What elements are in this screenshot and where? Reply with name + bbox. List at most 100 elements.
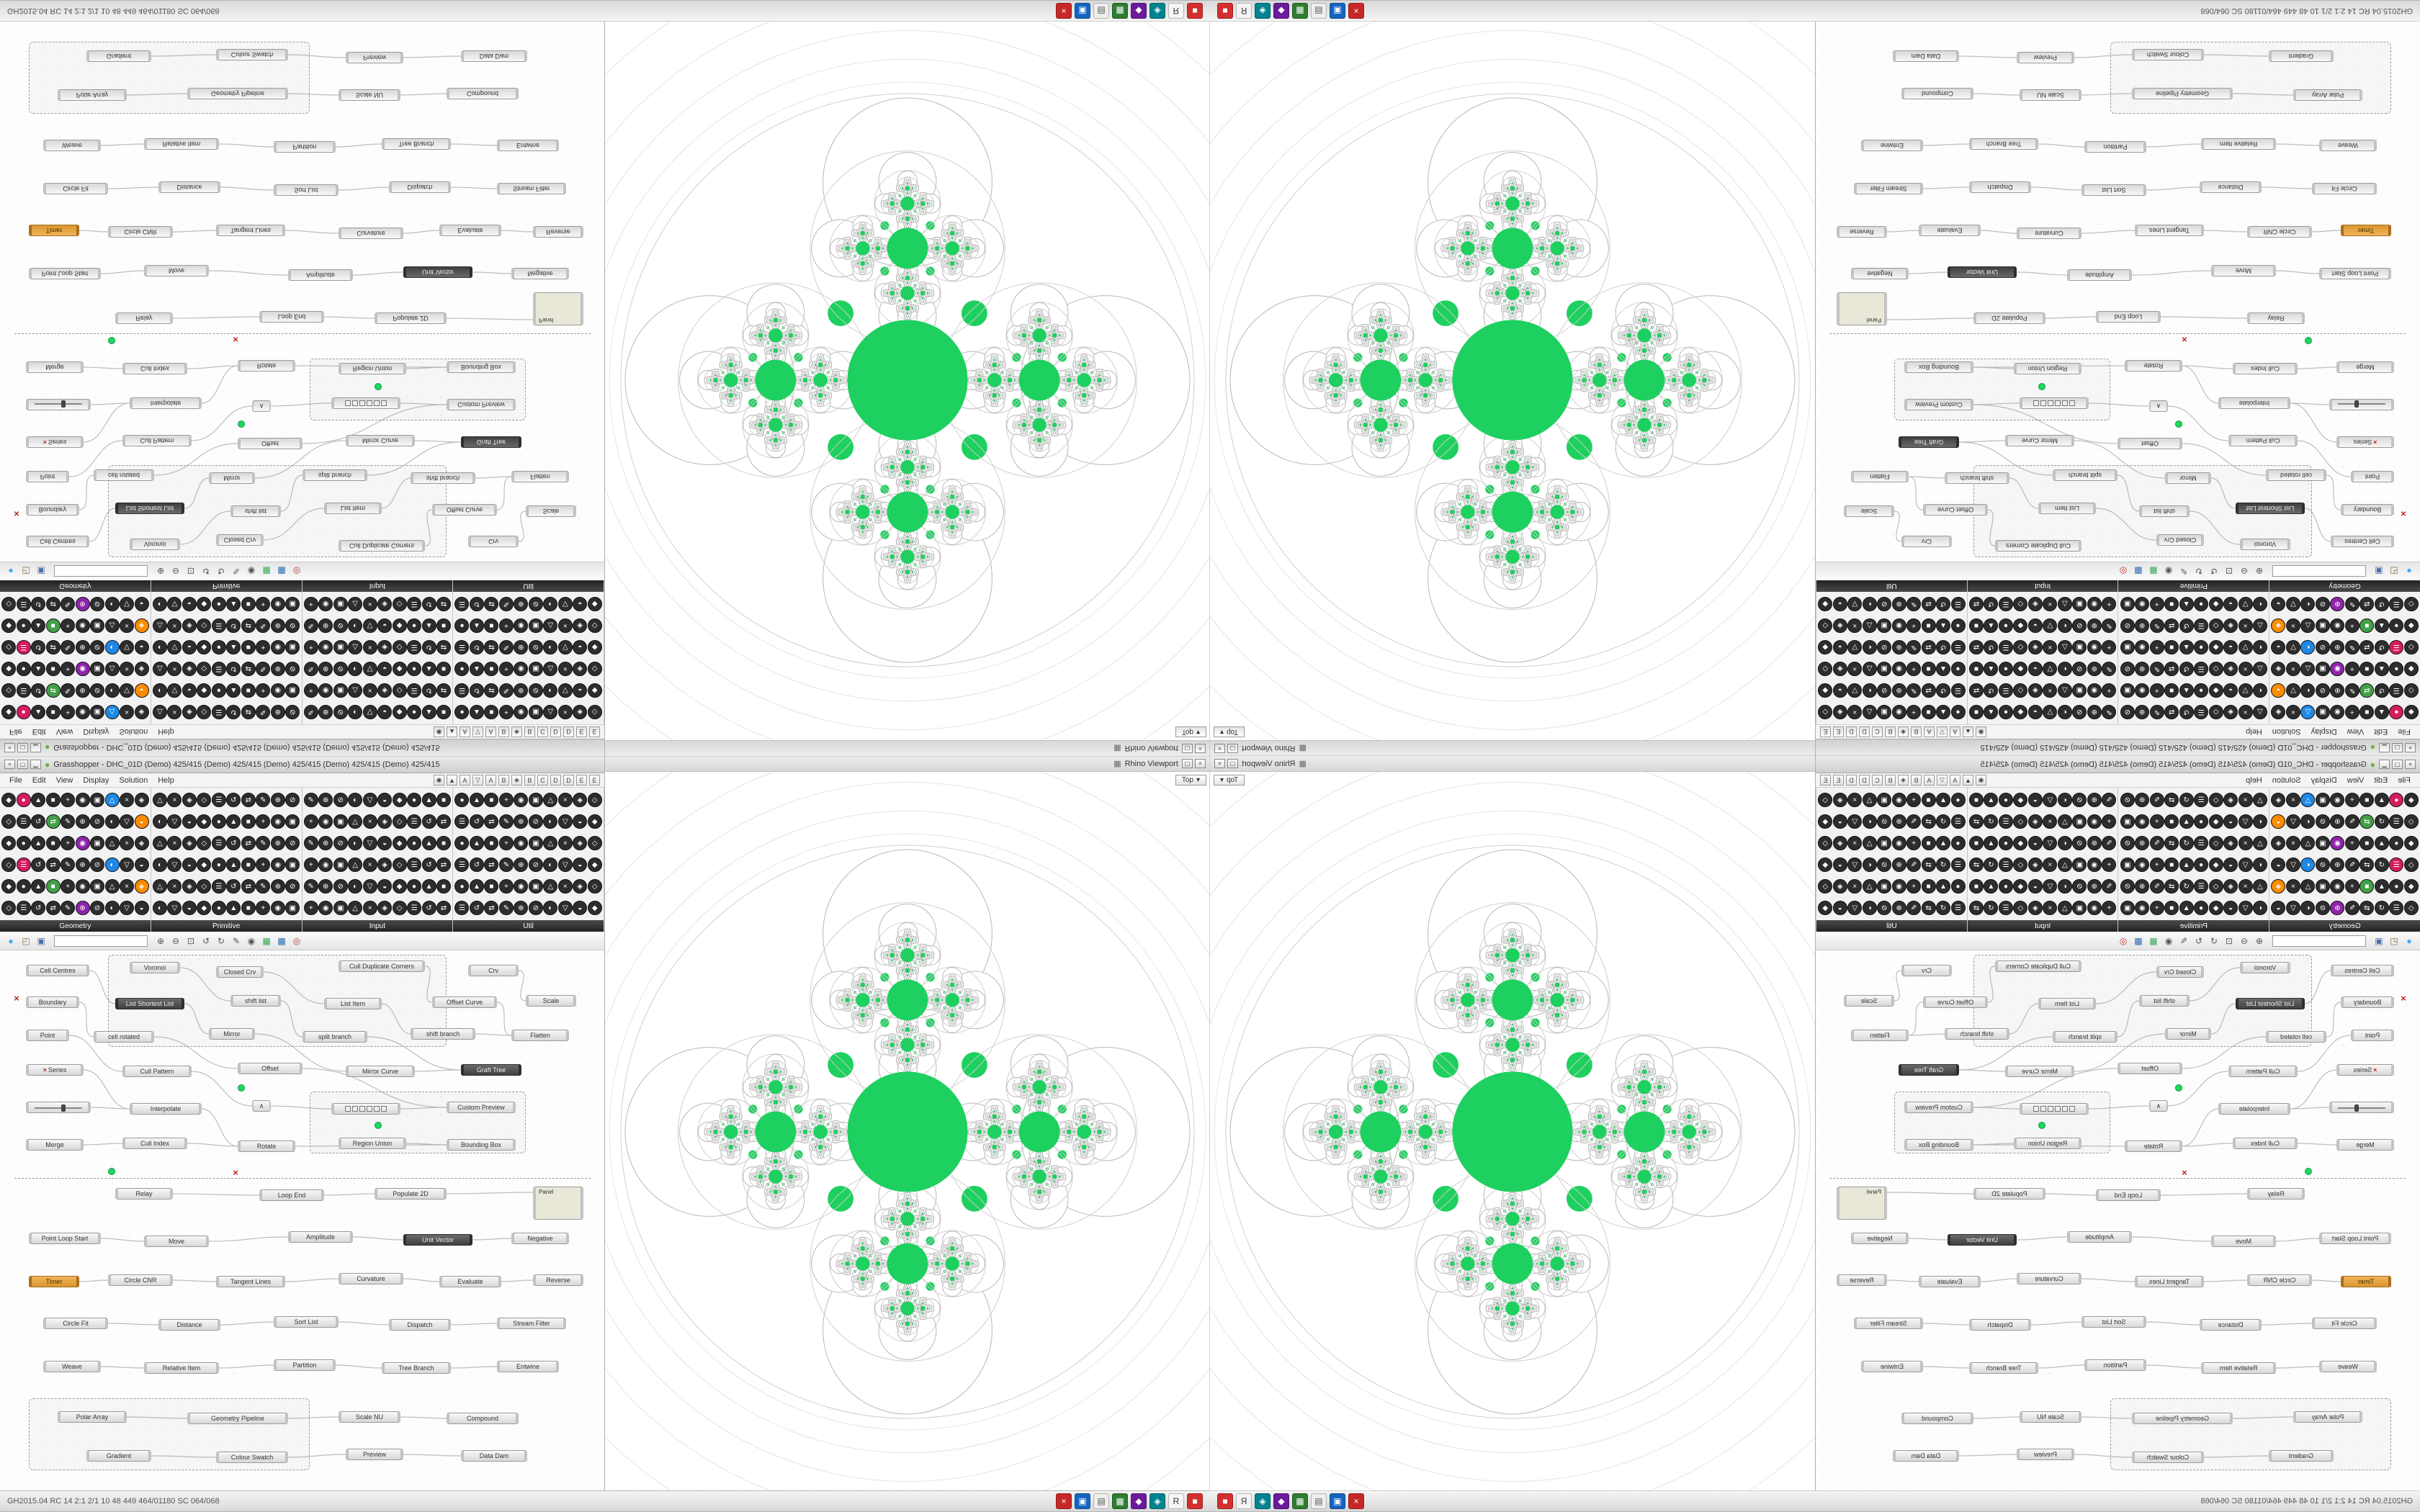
gh-node[interactable]: Stream Filter — [497, 183, 566, 194]
component-icon[interactable]: ⇄ — [2360, 858, 2375, 872]
component-icon[interactable]: ▽ — [2238, 901, 2253, 915]
component-icon[interactable]: ◇ — [2208, 836, 2223, 850]
gh-node[interactable]: Interpolate — [130, 1103, 202, 1115]
menu-file[interactable]: File — [2398, 727, 2411, 737]
component-icon[interactable]: ◇ — [392, 597, 407, 611]
component-icon[interactable]: ▣ — [1877, 836, 1892, 850]
component-icon[interactable]: ▲ — [469, 879, 484, 894]
target-icon[interactable]: ◎ — [292, 566, 301, 577]
close-button[interactable]: × — [4, 743, 15, 752]
component-icon[interactable]: ◉ — [2135, 858, 2150, 872]
gh-node[interactable]: Circle CNR — [108, 1274, 173, 1286]
redo-icon[interactable]: ↻ — [217, 566, 225, 577]
component-icon[interactable]: ✎ — [303, 618, 318, 633]
component-icon[interactable]: ◈ — [377, 597, 393, 611]
component-icon[interactable]: ▲ — [2179, 640, 2194, 654]
component-icon[interactable]: ↺ — [226, 618, 241, 633]
component-icon[interactable]: + — [256, 683, 271, 698]
component-icon[interactable]: ↺ — [226, 879, 241, 894]
component-icon[interactable]: ▽ — [120, 597, 135, 611]
component-icon[interactable]: ◒ — [2027, 793, 2043, 807]
gh-node[interactable] — [331, 1103, 400, 1115]
view-tab[interactable]: A — [485, 726, 496, 737]
gh-node[interactable]: List Shortest List — [115, 998, 184, 1009]
component-icon[interactable]: ↺ — [469, 597, 484, 611]
error-mark[interactable]: × — [2401, 992, 2406, 1004]
component-icon[interactable]: × — [2285, 618, 2300, 633]
component-icon[interactable]: ◇ — [1, 640, 17, 654]
component-icon[interactable]: ◇ — [2208, 662, 2223, 676]
taskbar-app-green-icon[interactable]: ▦ — [1292, 3, 1308, 19]
gh-node[interactable]: Data Dam — [461, 1450, 527, 1462]
component-icon[interactable]: ⇄ — [2360, 901, 2375, 915]
component-icon[interactable]: ▽ — [557, 901, 573, 915]
gh-node[interactable]: Boundary — [2341, 996, 2394, 1008]
palette-tab-util[interactable]: Util — [453, 920, 604, 932]
redo-icon[interactable]: ↻ — [2195, 935, 2203, 946]
gh-node[interactable]: Relative Item — [144, 1362, 219, 1374]
component-icon[interactable]: ✎ — [498, 597, 514, 611]
component-icon[interactable]: ◉ — [1891, 618, 1906, 633]
wire-node-dot[interactable] — [2175, 1084, 2182, 1092]
gh-node[interactable]: Circle Fit — [2312, 183, 2377, 194]
component-icon[interactable]: ☰ — [1998, 858, 2013, 872]
component-icon[interactable]: ◐ — [2057, 879, 2072, 894]
component-icon[interactable]: ◆ — [197, 858, 212, 872]
component-icon[interactable]: ⊕ — [75, 814, 90, 829]
gh-node[interactable]: ∧ — [252, 1100, 271, 1112]
component-icon[interactable]: ◈ — [134, 662, 149, 676]
component-icon[interactable]: ▽ — [1847, 640, 1863, 654]
component-icon[interactable]: ◒ — [377, 879, 393, 894]
view-tab[interactable]: ◉ — [1976, 775, 1986, 786]
component-icon[interactable]: △ — [348, 640, 363, 654]
component-icon[interactable]: ▣ — [2120, 640, 2135, 654]
component-icon[interactable]: △ — [543, 618, 558, 633]
component-icon[interactable]: ☰ — [211, 618, 226, 633]
component-icon[interactable]: + — [2149, 683, 2164, 698]
view-tab[interactable]: A — [460, 775, 470, 786]
component-icon[interactable]: ◉ — [1891, 705, 1906, 719]
component-icon[interactable]: ⊘ — [2120, 662, 2135, 676]
component-icon[interactable]: ■ — [45, 793, 60, 807]
gh-node[interactable]: Gradient — [2269, 1450, 2334, 1462]
component-icon[interactable]: ◐ — [152, 597, 167, 611]
component-icon[interactable]: ◈ — [1832, 793, 1847, 807]
component-icon[interactable]: ↺ — [1984, 858, 1999, 872]
zoom-extents-icon[interactable]: ⊡ — [2225, 935, 2233, 946]
taskbar-app-purple-icon[interactable]: ◆ — [1131, 1493, 1147, 1509]
component-icon[interactable]: △ — [348, 814, 363, 829]
component-icon[interactable]: ■ — [2164, 814, 2179, 829]
component-icon[interactable]: ■ — [2360, 793, 2375, 807]
component-icon[interactable]: △ — [104, 836, 120, 850]
component-icon[interactable]: ◈ — [134, 793, 149, 807]
component-icon[interactable]: ● — [407, 618, 422, 633]
component-icon[interactable]: + — [2102, 683, 2117, 698]
component-icon[interactable]: ☰ — [2194, 662, 2209, 676]
component-icon[interactable]: ⊕ — [1891, 597, 1906, 611]
component-icon[interactable]: ▲ — [226, 597, 241, 611]
component-icon[interactable]: ◆ — [1818, 597, 1833, 611]
component-icon[interactable]: + — [2344, 618, 2360, 633]
menu-edit[interactable]: Edit — [2374, 727, 2388, 737]
component-icon[interactable]: ◈ — [2223, 705, 2238, 719]
component-icon[interactable]: ◇ — [1818, 705, 1833, 719]
minimize-button[interactable]: ▁ — [30, 760, 41, 769]
component-icon[interactable]: ⇄ — [1969, 597, 1984, 611]
component-icon[interactable]: ▣ — [2072, 901, 2087, 915]
component-icon[interactable]: ☰ — [2194, 705, 2209, 719]
close-button[interactable]: × — [2405, 743, 2416, 752]
gh-node[interactable]: Negative — [1851, 1233, 1909, 1244]
component-icon[interactable]: ☰ — [16, 683, 31, 698]
component-icon[interactable]: × — [557, 705, 573, 719]
component-icon[interactable]: ■ — [1921, 618, 1936, 633]
gh-node[interactable]: Merge — [26, 361, 84, 373]
gh-node[interactable]: Colour Swatch — [216, 1452, 288, 1463]
component-icon[interactable]: ▲ — [31, 662, 46, 676]
view-tab[interactable]: E — [1820, 726, 1831, 737]
component-icon[interactable]: ◆ — [1, 793, 17, 807]
component-icon[interactable]: ↺ — [31, 640, 46, 654]
view-tab[interactable]: ▽ — [472, 726, 483, 737]
component-icon[interactable]: ■ — [436, 618, 451, 633]
component-icon[interactable]: ● — [407, 662, 422, 676]
view-tab[interactable]: ◉ — [434, 726, 444, 737]
